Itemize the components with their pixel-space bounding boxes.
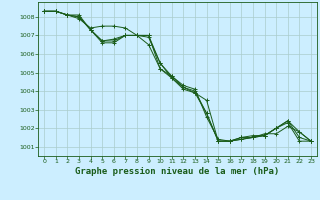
X-axis label: Graphe pression niveau de la mer (hPa): Graphe pression niveau de la mer (hPa) — [76, 167, 280, 176]
